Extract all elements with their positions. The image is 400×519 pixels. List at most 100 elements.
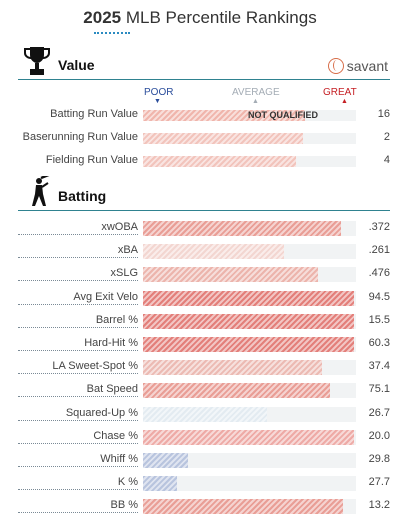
metric-value: .261 bbox=[368, 244, 390, 257]
metric-name[interactable]: Avg Exit Velo bbox=[18, 291, 138, 305]
metric-name[interactable]: xBA bbox=[18, 244, 138, 259]
metric-row[interactable]: Barrel % 15.5 bbox=[18, 311, 390, 334]
great-marker-icon: ▲ bbox=[341, 98, 348, 105]
percentile-track bbox=[143, 499, 356, 515]
percentile-track bbox=[143, 244, 356, 260]
metric-row[interactable]: Squared-Up % 26.7 bbox=[18, 404, 390, 427]
metric-name[interactable]: xSLG bbox=[18, 267, 138, 282]
percentile-track bbox=[143, 383, 356, 399]
metric-value: .476 bbox=[368, 267, 390, 280]
scale-poor: POOR ▼ bbox=[144, 87, 174, 105]
scale-average-label: AVERAGE bbox=[232, 87, 280, 98]
percentile-bar bbox=[143, 499, 344, 515]
baseball-icon bbox=[327, 58, 344, 74]
value-section-header: Value savant bbox=[18, 44, 390, 80]
metric-row[interactable]: xwOBA .372 bbox=[18, 218, 390, 241]
percentile-bar bbox=[143, 406, 267, 422]
metric-value: 37.4 bbox=[368, 360, 390, 373]
metric-name[interactable]: Barrel % bbox=[18, 314, 138, 328]
percentile-bar bbox=[143, 360, 322, 376]
metric-value: 2 bbox=[383, 131, 390, 143]
percentile-bar bbox=[143, 156, 297, 167]
percentile-track bbox=[143, 453, 356, 468]
scale-great: GREAT ▲ bbox=[323, 87, 357, 105]
metric-row[interactable]: Avg Exit Velo 94.5 bbox=[18, 288, 390, 311]
poor-marker-icon: ▼ bbox=[154, 98, 161, 105]
metric-value: 75.1 bbox=[368, 383, 390, 396]
batter-icon bbox=[32, 176, 50, 206]
scale-great-label: GREAT bbox=[323, 87, 357, 98]
percentile-bar bbox=[143, 244, 284, 260]
metric-row[interactable]: Fielding Run Value 4 bbox=[18, 151, 390, 174]
metric-name[interactable]: K % bbox=[18, 476, 138, 491]
title-year: 2025 bbox=[83, 8, 122, 27]
scale-average: AVERAGE ▲ bbox=[232, 87, 280, 105]
percentile-bar bbox=[143, 313, 354, 329]
metric-name[interactable]: xwOBA bbox=[18, 221, 138, 235]
metric-value: 60.3 bbox=[368, 337, 390, 349]
metric-name[interactable]: Whiff % bbox=[18, 453, 138, 467]
metric-name[interactable]: BB % bbox=[18, 499, 138, 514]
savant-logo[interactable]: savant bbox=[327, 58, 388, 74]
percentile-bar bbox=[143, 429, 354, 445]
percentile-track bbox=[143, 290, 356, 306]
metric-row[interactable]: Bat Speed 75.1 bbox=[18, 380, 390, 403]
percentile-bar bbox=[143, 476, 178, 492]
metric-name[interactable]: LA Sweet-Spot % bbox=[18, 360, 138, 375]
page-title: 2025 MLB Percentile Rankings bbox=[0, 8, 400, 28]
metric-row[interactable]: xBA .261 bbox=[18, 241, 390, 264]
percentile-bar bbox=[143, 290, 354, 306]
percentile-bar bbox=[143, 383, 331, 399]
title-text: MLB Percentile Rankings bbox=[125, 8, 317, 27]
percentile-track bbox=[143, 337, 356, 352]
metric-name[interactable]: Fielding Run Value bbox=[45, 154, 138, 166]
scale-poor-label: POOR bbox=[144, 87, 174, 98]
percentile-bar bbox=[143, 133, 303, 144]
batting-section-title: Batting bbox=[58, 188, 107, 204]
metric-value: 26.7 bbox=[368, 406, 390, 419]
percentile-track bbox=[143, 360, 356, 376]
trophy-icon bbox=[24, 47, 50, 75]
percentile-bar bbox=[143, 110, 305, 121]
metric-value: 4 bbox=[383, 154, 390, 166]
metric-value: 20.0 bbox=[368, 429, 390, 442]
metric-name[interactable]: Hard-Hit % bbox=[18, 337, 138, 351]
metric-name[interactable]: Bat Speed bbox=[18, 383, 138, 398]
batting-section-header: Batting bbox=[18, 175, 390, 211]
average-marker-icon: ▲ bbox=[252, 98, 259, 105]
percentile-track bbox=[143, 429, 356, 445]
percentile-track bbox=[143, 110, 356, 121]
metric-name[interactable]: Batting Run Value bbox=[50, 108, 138, 120]
metric-value: 27.7 bbox=[368, 476, 390, 489]
value-section-title: Value bbox=[58, 57, 95, 73]
metric-row[interactable]: LA Sweet-Spot % 37.4 bbox=[18, 357, 390, 380]
metric-row[interactable]: Batting Run Value NOT QUALIFIED 16 bbox=[18, 105, 390, 128]
percentile-track bbox=[143, 133, 356, 144]
percentile-bar bbox=[143, 453, 188, 468]
metric-row[interactable]: Whiff % 29.8 bbox=[18, 450, 390, 473]
metric-row[interactable]: xSLG .476 bbox=[18, 264, 390, 287]
title-underline bbox=[94, 32, 130, 34]
metric-row[interactable]: BB % 13.2 bbox=[18, 496, 390, 519]
not-qualified-label: NOT QUALIFIED bbox=[248, 110, 318, 120]
metric-value: 94.5 bbox=[368, 290, 390, 303]
metric-name[interactable]: Squared-Up % bbox=[18, 407, 138, 421]
percentile-bar bbox=[143, 337, 354, 352]
percentile-track bbox=[143, 267, 356, 283]
metric-row[interactable]: K % 27.7 bbox=[18, 473, 390, 496]
metric-name[interactable]: Chase % bbox=[18, 430, 138, 444]
metric-row[interactable]: Hard-Hit % 60.3 bbox=[18, 334, 390, 357]
percentile-track bbox=[143, 313, 356, 329]
metric-row[interactable]: Baserunning Run Value 2 bbox=[18, 128, 390, 151]
percentile-track bbox=[143, 476, 356, 492]
savant-brand-text: savant bbox=[346, 58, 388, 74]
percentile-track bbox=[143, 221, 356, 236]
metric-value: .372 bbox=[368, 221, 390, 233]
metric-row[interactable]: Chase % 20.0 bbox=[18, 427, 390, 450]
percentile-bar bbox=[143, 221, 342, 236]
metric-value: 29.8 bbox=[368, 453, 390, 465]
metric-value: 16 bbox=[377, 108, 390, 120]
percentile-bar bbox=[143, 267, 318, 283]
metric-value: 13.2 bbox=[368, 499, 390, 512]
metric-name[interactable]: Baserunning Run Value bbox=[22, 131, 138, 143]
